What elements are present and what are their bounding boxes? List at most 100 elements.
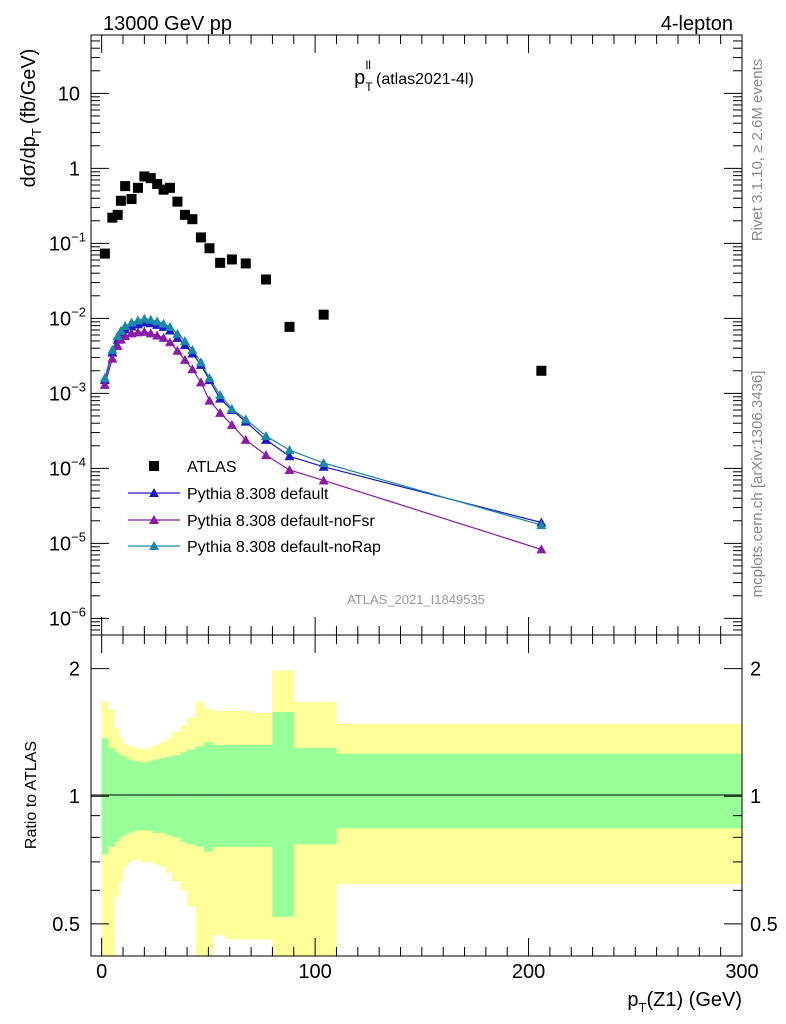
atlas-point bbox=[158, 184, 169, 195]
series-point bbox=[112, 331, 123, 341]
series-point bbox=[240, 434, 251, 444]
atlas-point bbox=[261, 274, 272, 285]
series-point bbox=[99, 373, 110, 383]
legend-label: Pythia 8.308 default bbox=[187, 486, 329, 503]
atlas-point bbox=[132, 182, 143, 193]
ratio-inner-band-bin bbox=[146, 761, 154, 831]
ratio-inner-band-bin bbox=[165, 756, 173, 836]
atlas-point bbox=[318, 309, 329, 320]
atlas-point bbox=[126, 194, 137, 205]
series-point bbox=[195, 357, 206, 367]
ylabel-sub: T bbox=[29, 128, 44, 136]
series-point bbox=[107, 344, 118, 354]
ratio-y-tick-label: 1 bbox=[69, 786, 80, 808]
legend-marker-atlas bbox=[149, 461, 159, 471]
series-point bbox=[284, 451, 295, 461]
x-tick-label: 300 bbox=[725, 961, 758, 983]
atlas-point bbox=[99, 248, 110, 259]
atlas-point bbox=[240, 258, 251, 269]
ratio-inner-band-bin bbox=[118, 755, 124, 838]
series-point bbox=[145, 328, 156, 338]
title-sub: T bbox=[365, 80, 373, 94]
series-point bbox=[240, 414, 251, 424]
atlas-point bbox=[107, 212, 118, 223]
atlas-point bbox=[115, 195, 126, 206]
title-sup: ll bbox=[366, 58, 371, 72]
ratio-inner-band-bin bbox=[238, 745, 252, 847]
legend-marker bbox=[149, 488, 159, 497]
series-point bbox=[318, 475, 329, 485]
series-point bbox=[261, 431, 272, 441]
series-point bbox=[152, 330, 163, 340]
rivet-side-label: Rivet 3.1.10, ≥ 2.6M events bbox=[749, 59, 766, 242]
mcplots-side-label: mcplots.cern.ch [arXiv:1306.3436] bbox=[749, 371, 766, 598]
atlas-point bbox=[139, 171, 150, 182]
series-point bbox=[226, 403, 237, 413]
xlabel-main: p bbox=[627, 989, 638, 1011]
atlas-point bbox=[172, 196, 183, 207]
ylabel-unit: (fb/GeV) bbox=[18, 49, 40, 125]
header-left: 13000 GeV pp bbox=[103, 13, 232, 35]
ratio-inner-band-bin bbox=[133, 761, 141, 831]
series-point bbox=[172, 328, 183, 338]
series-point bbox=[204, 395, 215, 405]
series-point bbox=[145, 314, 156, 324]
ylabel-main: dσ/dp bbox=[18, 136, 40, 187]
ratio-y-tick-label: 0.5 bbox=[52, 914, 80, 936]
series-point bbox=[179, 354, 190, 364]
y-tick-label: 10−5 bbox=[49, 529, 86, 555]
ratio-inner-band-bin bbox=[225, 745, 239, 847]
legend-marker bbox=[149, 515, 159, 524]
main-panel: pTll(atlas2021-4l) 10−610−510−410−310−21… bbox=[49, 34, 743, 636]
series-point bbox=[139, 326, 150, 336]
ratio-inner-band-bin bbox=[187, 749, 196, 845]
series-point bbox=[204, 373, 215, 383]
title-rest: (atlas2021-4l) bbox=[376, 71, 474, 88]
atlas-point bbox=[164, 182, 175, 193]
series-point bbox=[536, 544, 547, 554]
y-tick-label: 10−4 bbox=[49, 454, 86, 480]
x-tick-label: 200 bbox=[512, 961, 545, 983]
watermark: ATLAS_2021_I1849535 bbox=[347, 592, 485, 607]
series-point bbox=[99, 379, 110, 389]
xlabel-sub: T bbox=[638, 1000, 646, 1015]
series-point bbox=[139, 313, 150, 323]
series-point bbox=[158, 332, 169, 342]
legend: ATLAS Pythia 8.308 default Pythia 8.308 de… bbox=[128, 459, 381, 556]
ratio-y-tick-label-right: 0.5 bbox=[750, 914, 778, 936]
atlas-point bbox=[187, 214, 198, 225]
series-point bbox=[120, 331, 131, 341]
series-point bbox=[215, 390, 226, 400]
atlas-point bbox=[120, 181, 131, 192]
ratio-inner-band-bin bbox=[127, 759, 135, 833]
y-tick-label: 10 bbox=[58, 83, 80, 105]
series-point bbox=[284, 465, 295, 475]
ratio-panel: 2 2 1 1 0.5 0.5 0 100 200 300 bbox=[52, 634, 778, 983]
ratio-inner-band-bin bbox=[108, 747, 115, 847]
main-tick-labels: 10−6 10−5 10−4 10−3 10−2 10−1 1 10 bbox=[49, 83, 86, 630]
legend-label: Pythia 8.308 default-noFsr bbox=[187, 513, 375, 530]
ratio-inner-band-bin bbox=[114, 752, 120, 842]
series-point bbox=[115, 325, 126, 335]
atlas-point bbox=[284, 321, 295, 332]
ratio-inner-band-bin bbox=[172, 755, 182, 838]
x-tick-label: 0 bbox=[96, 961, 107, 983]
main-ylabel: dσ/dpT (fb/GeV) bbox=[18, 49, 44, 188]
series-point bbox=[215, 407, 226, 417]
series-point bbox=[195, 377, 206, 387]
ratio-inner-band-bin bbox=[293, 747, 337, 845]
series-point bbox=[172, 345, 183, 355]
series-point bbox=[164, 337, 175, 347]
atlas-point bbox=[215, 257, 226, 268]
y-tick-label: 10−3 bbox=[49, 379, 86, 405]
ratio-bands bbox=[101, 670, 743, 956]
atlas-point bbox=[179, 209, 190, 220]
legend-marker bbox=[149, 541, 159, 550]
ratio-xlabel: pT(Z1) (GeV) bbox=[627, 989, 742, 1015]
atlas-point bbox=[152, 178, 163, 189]
series-point bbox=[318, 457, 329, 467]
y-tick-label: 1 bbox=[69, 158, 80, 180]
ratio-inner-band-bin bbox=[212, 745, 226, 847]
legend-label: Pythia 8.308 default-noRap bbox=[187, 539, 381, 556]
